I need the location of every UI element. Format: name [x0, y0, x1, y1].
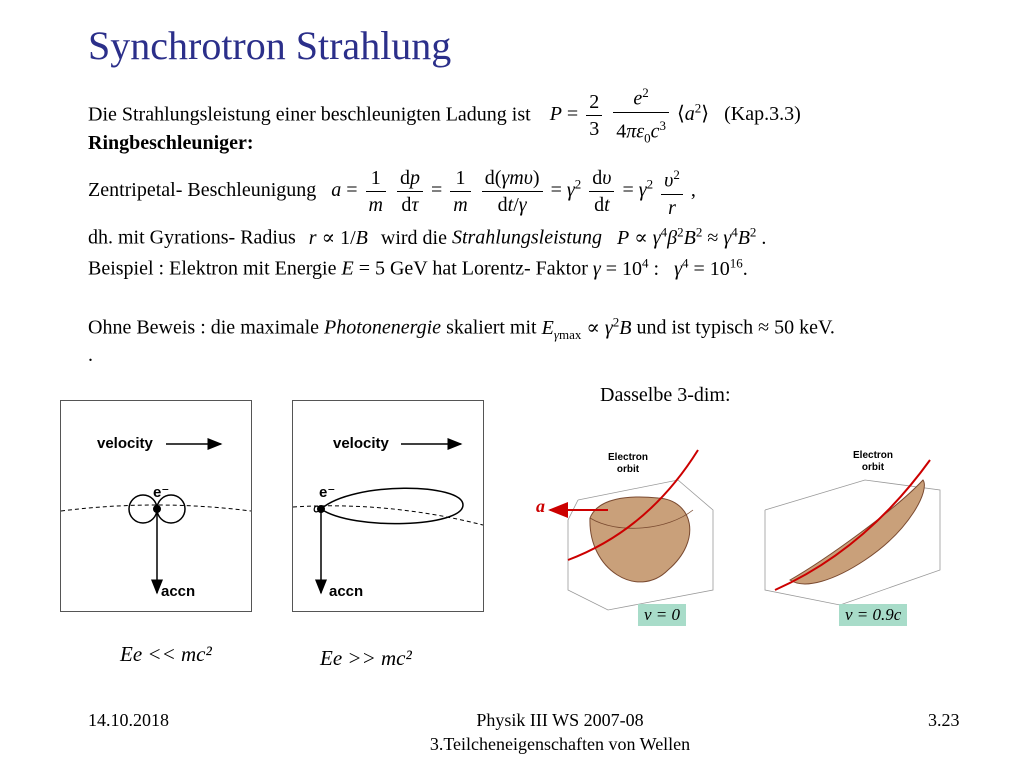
example-energy: E = 5 GeV	[341, 257, 428, 280]
gyration-line: dh. mit Gyrations- Radius r ∝ 1/B wird d…	[88, 224, 766, 250]
footer-course-line2: 3.Teilcheneigenschaften von Wellen	[429, 734, 691, 754]
velocity-label: velocity	[97, 435, 153, 452]
footer-page-number: 3.23	[928, 710, 960, 730]
trailing-dot: .	[88, 344, 93, 366]
chapter-reference: (Kap.3.3)	[724, 103, 801, 126]
acceleration-vector-label: a	[536, 496, 545, 516]
footer-date: 14.10.2018	[88, 710, 169, 730]
photon-scaling: Eγmax ∝ γ2B	[541, 314, 632, 342]
radiation-intro: Die Strahlungsleistung einer beschleunig…	[88, 103, 531, 126]
gyration-intro: dh. mit Gyrations- Radius	[88, 226, 296, 249]
orbit-curve	[774, 459, 931, 591]
caption-high-energy: Ee >> mc²	[320, 646, 412, 670]
example-gamma: γ = 104 : γ4 = 1016.	[592, 255, 748, 280]
gyration-mid: wird die	[380, 226, 447, 249]
radiation-3d-figure-relativistic: Electron orbit v = 0.9c	[745, 440, 955, 626]
photon-term: Photonenergie	[324, 316, 442, 339]
radiation-power-line: Die Strahlungsleistung einer beschleunig…	[88, 80, 801, 151]
example-mid: hat Lorentz- Faktor	[432, 257, 588, 280]
velocity-relativistic-label: v = 0.9c	[839, 604, 908, 626]
radiation-3d-figure-rest: Electron orbit a v = 0	[528, 440, 728, 626]
radiation-3d-plot-relativistic	[764, 459, 941, 606]
footer-course: Physik III WS 2007-08 3.Teilcheneigensch…	[410, 708, 710, 756]
dasselbe-label: Dasselbe 3-dim:	[600, 384, 731, 406]
photon-mid: skaliert mit	[446, 316, 537, 339]
dipole-diagram-high	[292, 438, 484, 595]
dipole-diagram-low	[60, 438, 252, 595]
accn-label: accn	[329, 583, 364, 600]
velocity-label: velocity	[333, 435, 389, 452]
radius-relation: r ∝ 1/B	[308, 226, 368, 249]
ring-heading: Ringbeschleuniger:	[88, 132, 254, 154]
dipole-figure-high: velocity e⁻ accn	[292, 400, 484, 612]
centripetal-label: Zentripetal- Beschleunigung	[88, 178, 317, 201]
gyration-term: Strahlungsleistung	[451, 226, 602, 249]
photon-value: ≈ 50 keV.	[758, 316, 835, 339]
radiation-lobe-rest	[589, 496, 691, 583]
radiation-lobe-relativistic	[789, 479, 925, 585]
example-line: Beispiel : Elektron mit Energie E = 5 Ge…	[88, 255, 748, 281]
radiation-3d-plot-rest	[548, 449, 714, 611]
velocity-zero-label: v = 0	[638, 604, 687, 626]
forward-lobe	[319, 487, 464, 525]
accn-label: accn	[161, 583, 196, 600]
orbit-dashed-line	[60, 504, 252, 512]
photon-line: Ohne Beweis : die maximale Photonenergie…	[88, 314, 835, 343]
caption-low-energy: Ee << mc²	[120, 642, 212, 666]
orbit-label: Electron orbit	[608, 452, 649, 475]
power-scaling: P ∝ γ4β2B2 ≈ γ4B2 .	[616, 224, 767, 249]
electron-label: e⁻	[153, 484, 170, 501]
electron-label: e⁻	[319, 484, 336, 501]
photon-end: und ist typisch	[636, 316, 754, 339]
footer-course-line1: Physik III WS 2007-08	[476, 710, 644, 730]
plot-box	[764, 479, 941, 606]
photon-intro: Ohne Beweis : die maximale	[88, 316, 320, 339]
orbit-curve	[567, 449, 699, 561]
plot-box	[567, 479, 714, 611]
dipole-figure-low: velocity e⁻ accn	[60, 400, 252, 612]
example-intro: Beispiel : Elektron mit Energie	[88, 257, 337, 280]
orbit-label: Electron orbit	[853, 450, 894, 473]
slide-title: Synchrotron Strahlung	[88, 23, 452, 68]
